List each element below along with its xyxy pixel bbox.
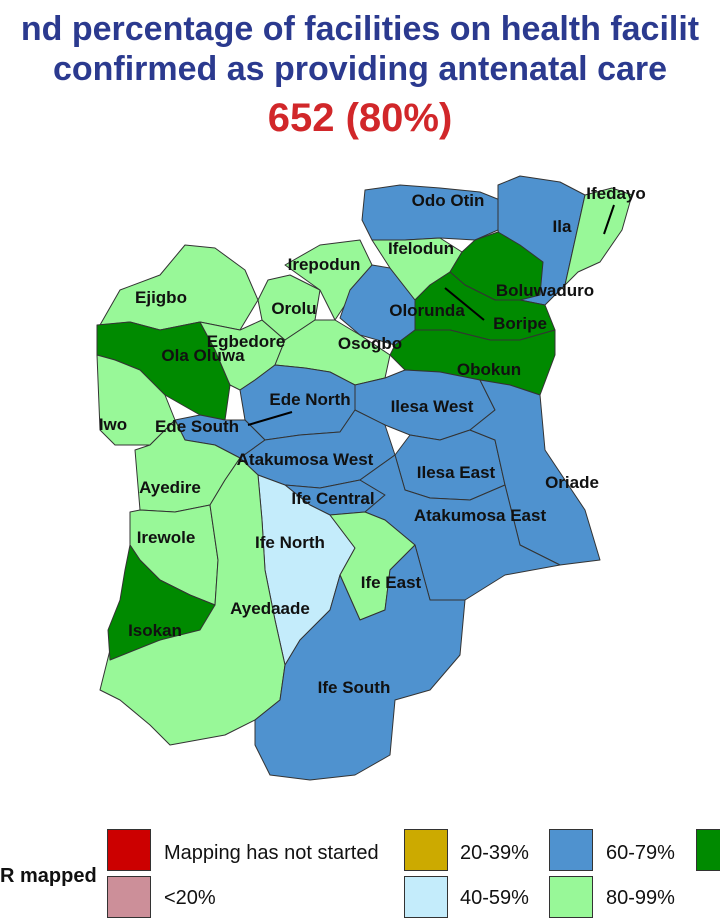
region-isokan[interactable] xyxy=(107,544,216,661)
headline-figure: 652 (80%) xyxy=(267,96,453,140)
legend-label-not-started: Mapping has not started xyxy=(164,842,379,864)
legend-label-20-39: 20-39% xyxy=(460,842,529,864)
label-ife-central: Ife Central xyxy=(291,489,374,508)
legend-swatch-80-99 xyxy=(549,876,593,918)
label-ede-north: Ede North xyxy=(269,390,350,409)
legend-label-lt20: <20% xyxy=(164,887,216,909)
legend-swatch-not-started xyxy=(107,829,151,871)
label-egbedore: Egbedore xyxy=(207,332,285,351)
legend-label-80-99: 80-99% xyxy=(606,887,675,909)
boripe-leader-line xyxy=(444,287,485,321)
label-ila: Ila xyxy=(553,217,572,236)
label-ife-south: Ife South xyxy=(318,678,391,697)
label-boluwaduro: Boluwaduro xyxy=(496,281,594,300)
label-osogbo: Osogbo xyxy=(338,334,402,353)
legend-swatch-60-79 xyxy=(549,829,593,871)
legend-label-60-79: 60-79% xyxy=(606,842,675,864)
label-odo-otin: Odo Otin xyxy=(412,191,485,210)
legend-swatch-20-39 xyxy=(404,829,448,871)
region-ife-south[interactable] xyxy=(254,544,466,781)
label-ola-oluwa: Ola Oluwa xyxy=(161,346,245,365)
label-orolu: Orolu xyxy=(271,299,316,318)
label-ifedayo: Ifedayo xyxy=(586,184,646,203)
label-obokun: Obokun xyxy=(457,360,521,379)
label-ejigbo: Ejigbo xyxy=(135,288,187,307)
label-ife-north: Ife North xyxy=(255,533,325,552)
label-ayedaade: Ayedaade xyxy=(230,599,310,618)
label-atakumosa-west: Atakumosa West xyxy=(237,450,374,469)
legend-swatch-lt20 xyxy=(107,876,151,918)
ifedayo-leader-line xyxy=(603,204,615,235)
legend-title: R mapped xyxy=(0,865,97,887)
label-isokan: Isokan xyxy=(128,621,182,640)
label-boripe: Boripe xyxy=(493,314,547,333)
label-ilesa-west: Ilesa West xyxy=(391,397,474,416)
label-atakumosa-east: Atakumosa East xyxy=(414,506,547,525)
region-odo-otin[interactable] xyxy=(361,184,501,241)
map-title-line-1: nd percentage of facilities on health fa… xyxy=(20,10,700,48)
ede-south-leader-line xyxy=(247,411,293,426)
state-map: Odo Otin Ifedayo Ila Ifelodun Irepodun B… xyxy=(96,175,646,781)
label-ayedire: Ayedire xyxy=(139,478,201,497)
label-olorunda: Olorunda xyxy=(389,301,465,320)
label-ife-east: Ife East xyxy=(361,573,422,592)
region-orolu[interactable] xyxy=(257,274,321,341)
label-ede-south: Ede South xyxy=(155,417,239,436)
label-ifelodun: Ifelodun xyxy=(388,239,454,258)
legend-swatch-100 xyxy=(696,829,720,871)
label-irewole: Irewole xyxy=(137,528,196,547)
legend-swatch-40-59 xyxy=(404,876,448,918)
map-title-line-2: confirmed as providing antenatal care xyxy=(52,50,668,88)
label-oriade: Oriade xyxy=(545,473,599,492)
label-irepodun: Irepodun xyxy=(288,255,361,274)
legend-label-40-59: 40-59% xyxy=(460,887,529,909)
label-iwo: Iwo xyxy=(99,415,127,434)
label-ilesa-east: Ilesa East xyxy=(417,463,496,482)
region-ifedayo[interactable] xyxy=(564,187,633,286)
